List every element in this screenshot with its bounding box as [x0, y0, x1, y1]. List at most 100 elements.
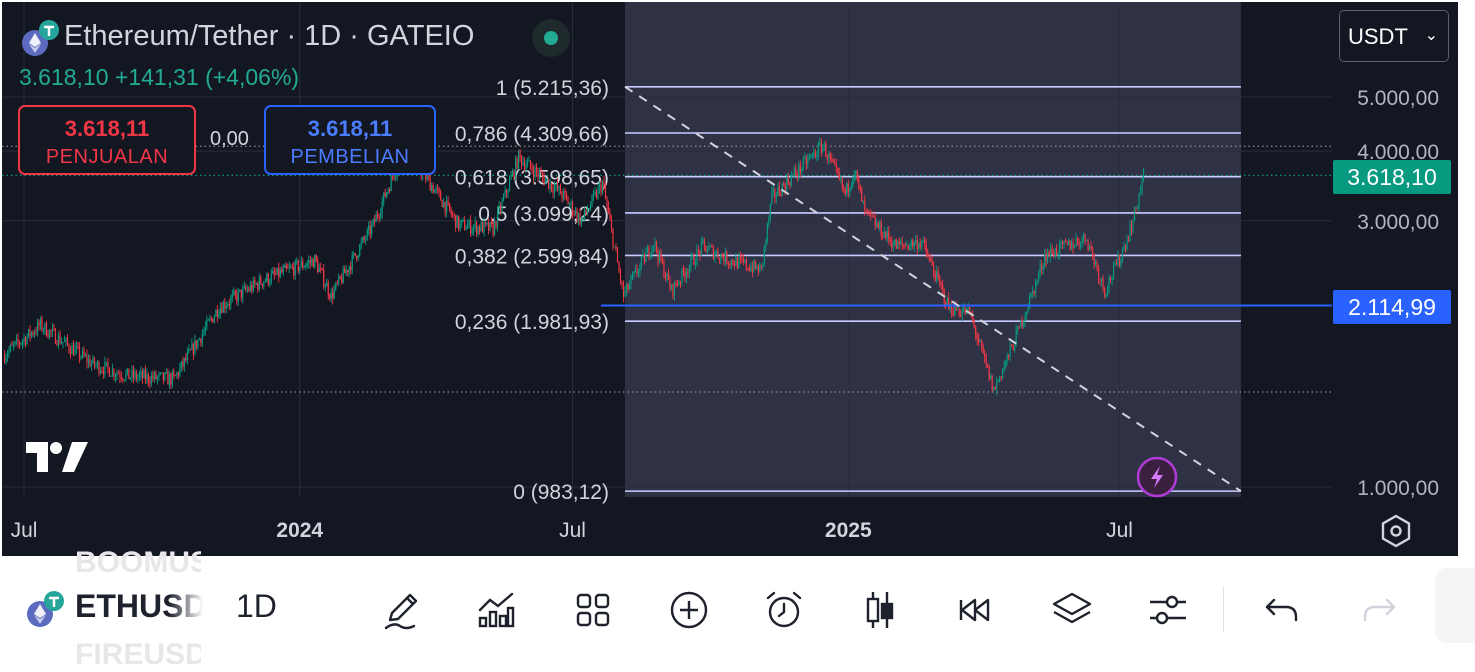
chart-settings-hexagon-icon[interactable]	[1377, 512, 1415, 550]
chart-panel[interactable]: 1 (5.215,36) 0,786 (4.309,66) 0,618 (3.598…	[2, 2, 1458, 556]
bottom-toolbar: BOOMUSDT ETHUSDT FIREUSDT 1D	[0, 546, 1475, 671]
candle-body	[255, 283, 257, 285]
candle-body	[431, 185, 433, 191]
candle-body	[15, 338, 18, 342]
candle-body	[369, 225, 371, 234]
candle-body	[607, 206, 610, 213]
undo-icon[interactable]	[1260, 588, 1304, 632]
candle-body	[594, 191, 596, 194]
candle-body	[1070, 243, 1073, 250]
candle-body	[188, 349, 190, 353]
candle-body	[1069, 240, 1071, 250]
indicators-icon[interactable]	[474, 588, 518, 632]
candle-body	[574, 209, 577, 214]
plus-circle-icon[interactable]	[667, 588, 711, 632]
candle-body	[562, 190, 565, 198]
candle-body	[477, 226, 479, 234]
candle-body	[251, 285, 253, 291]
candle-body	[264, 280, 266, 282]
candle-body	[1118, 254, 1121, 266]
candle-body	[753, 260, 755, 272]
candle-body	[1044, 254, 1046, 266]
candle-body	[1129, 225, 1131, 241]
symbol-search-button[interactable]: ETHUSDT	[75, 588, 203, 625]
candle-body	[495, 221, 497, 227]
candle-body	[359, 245, 361, 256]
sliders-icon[interactable]	[1146, 588, 1190, 632]
candle-body	[113, 369, 115, 377]
candle-body	[867, 210, 869, 212]
candle-body	[368, 225, 370, 230]
candle-body	[293, 267, 295, 276]
candle-body	[498, 206, 500, 211]
candle-body	[783, 183, 785, 185]
candle-body	[140, 371, 142, 375]
candle-body	[123, 379, 126, 381]
candle-body	[68, 344, 70, 351]
candle-body	[75, 346, 78, 349]
candle-body	[32, 332, 34, 335]
buy-button[interactable]: 3.618,11 PEMBELIAN	[264, 105, 436, 175]
candle-body	[616, 250, 619, 263]
candle-body	[162, 372, 164, 381]
candles-icon[interactable]	[858, 588, 902, 632]
candle-body	[648, 247, 650, 257]
candle-body	[1132, 220, 1134, 232]
layers-icon[interactable]	[1050, 588, 1094, 632]
candle-body	[1061, 241, 1064, 245]
candle-body	[1142, 169, 1145, 181]
candle-body	[973, 320, 975, 327]
candle-body	[1038, 273, 1040, 281]
rewind-icon[interactable]	[953, 588, 997, 632]
candle-body	[778, 186, 780, 195]
sell-button[interactable]: 3.618,11 PENJUALAN	[18, 105, 196, 175]
candle-body	[705, 244, 707, 252]
candle-body	[23, 337, 25, 341]
candle-body	[65, 338, 67, 342]
candle-body	[747, 268, 749, 270]
candle-body	[670, 284, 673, 289]
redo-icon[interactable]	[1357, 588, 1401, 632]
candle-body	[302, 261, 304, 268]
grid-icon[interactable]	[571, 588, 615, 632]
candle-body	[510, 175, 512, 180]
market-open-status-icon[interactable]	[532, 19, 570, 57]
candle-body	[1123, 245, 1125, 251]
candle-body	[486, 222, 488, 224]
candle-body	[916, 239, 918, 250]
candle-body	[894, 239, 896, 246]
candle-body	[823, 143, 825, 146]
candle-body	[180, 361, 182, 368]
candle-body	[89, 358, 91, 367]
candle-body	[523, 162, 526, 170]
timeframe-button[interactable]: 1D	[236, 588, 277, 624]
candle-body	[619, 271, 622, 282]
candle-body	[978, 339, 980, 342]
candle-body	[329, 295, 331, 299]
candle-body	[1103, 287, 1106, 297]
horizontal-line-price-tag[interactable]: 2.114,99	[1333, 290, 1451, 325]
candle-body	[721, 254, 723, 258]
price-chart[interactable]: 1 (5.215,36) 0,786 (4.309,66) 0,618 (3.598…	[2, 2, 1458, 556]
candle-body	[273, 271, 275, 275]
candle-body	[360, 242, 362, 246]
candle-body	[997, 380, 999, 382]
pencil-icon[interactable]	[380, 588, 424, 632]
candle-body	[654, 241, 656, 246]
candle-body	[243, 286, 245, 289]
candle-body	[717, 251, 719, 258]
candle-body	[1006, 354, 1008, 361]
alarm-clock-icon[interactable]	[762, 588, 806, 632]
candle-body	[508, 179, 511, 191]
candle-body	[39, 318, 42, 327]
candle-body	[348, 266, 350, 273]
candle-body	[56, 343, 58, 345]
candle-body	[946, 297, 948, 306]
candle-body	[1112, 264, 1115, 279]
candle-body	[228, 304, 230, 306]
candle-body	[838, 173, 840, 179]
candle-body	[622, 283, 625, 297]
candle-body	[1133, 207, 1136, 221]
chart-title[interactable]: Ethereum/Tether · 1D · GATEIO	[64, 20, 475, 52]
currency-select[interactable]: USDT ⌄	[1339, 10, 1449, 62]
